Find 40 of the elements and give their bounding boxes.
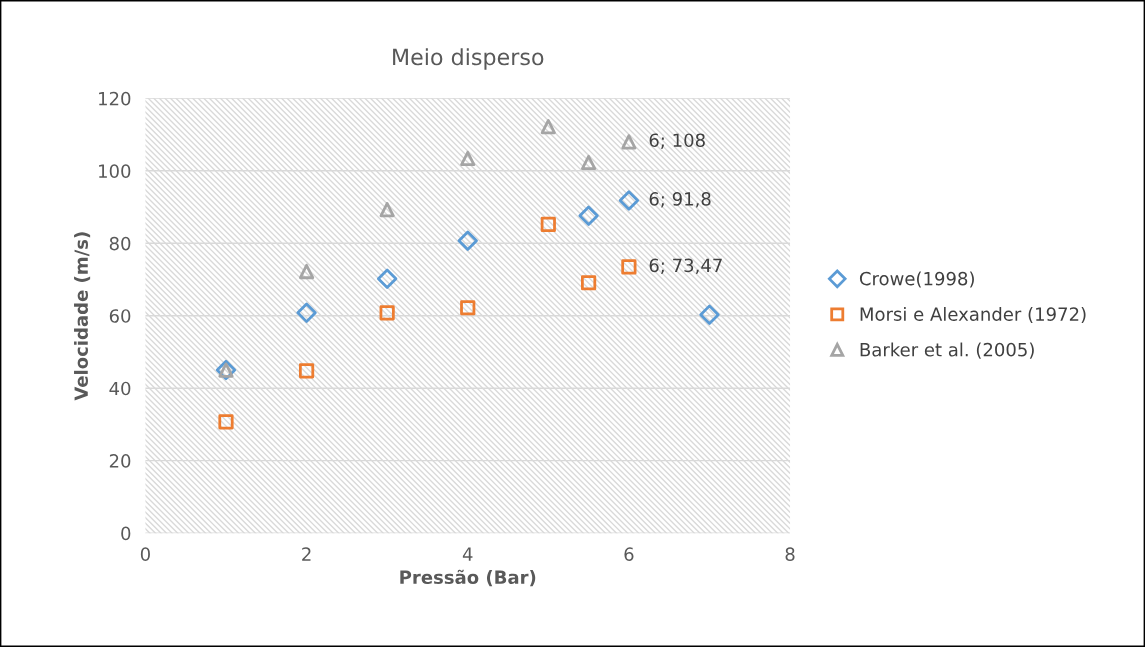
point <box>379 201 395 218</box>
point <box>540 216 556 233</box>
point <box>218 414 234 430</box>
legend-label: Morsi e Alexander (1972) <box>860 307 1086 324</box>
y-tick-label: 60 <box>109 309 131 323</box>
point <box>618 190 640 211</box>
chart-title: Meio disperso <box>393 48 544 70</box>
point <box>379 305 395 321</box>
point <box>296 302 317 324</box>
legend-label: Barker et al. (2005) <box>860 342 1034 359</box>
point <box>457 230 478 251</box>
point <box>581 275 597 291</box>
x-tick-label: 0 <box>140 547 150 561</box>
x-axis-title: Pressão (Bar) <box>400 569 536 587</box>
x-tick-label: 6 <box>624 547 634 561</box>
y-tick-label: 120 <box>99 91 131 106</box>
point <box>298 263 315 280</box>
point <box>298 363 315 379</box>
y-axis-title: Velocidade (m/s) <box>74 232 91 401</box>
point <box>578 205 599 226</box>
data-label: 6; 108 <box>649 133 705 149</box>
point <box>460 300 476 316</box>
data-label: 6; 91,8 <box>649 192 711 208</box>
y-tick-label: 0 <box>121 526 131 541</box>
legend-label: Crowe(1998) <box>859 271 974 288</box>
point <box>376 268 398 289</box>
point <box>581 154 597 171</box>
x-tick-label: 2 <box>302 547 311 561</box>
y-tick-label: 80 <box>109 236 131 251</box>
data-label: 6; 73,47 <box>649 258 722 275</box>
point <box>540 119 556 135</box>
point <box>621 134 637 150</box>
point <box>460 150 476 167</box>
y-tick-label: 100 <box>99 164 131 178</box>
x-tick-label: 4 <box>462 547 473 561</box>
y-tick-label: 20 <box>109 454 131 468</box>
y-tick-label: 40 <box>109 381 131 396</box>
point <box>699 304 720 325</box>
x-tick-label: 8 <box>785 547 795 561</box>
point <box>621 259 637 275</box>
